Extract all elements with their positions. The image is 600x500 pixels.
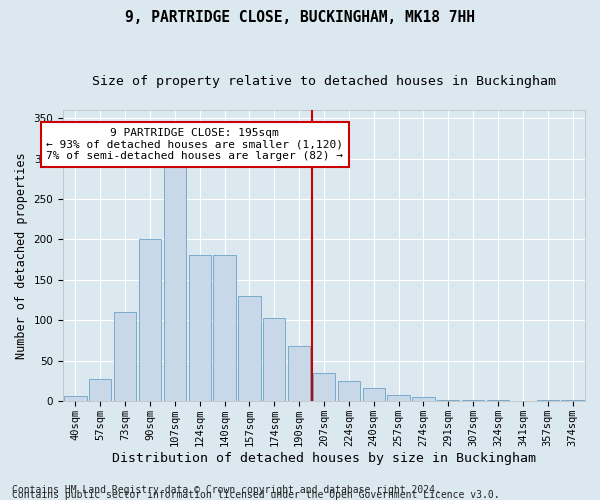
Bar [362,388,385,402]
Bar [64,396,86,402]
Text: Contains public sector information licensed under the Open Government Licence v3: Contains public sector information licen… [12,490,500,500]
Text: 9, PARTRIDGE CLOSE, BUCKINGHAM, MK18 7HH: 9, PARTRIDGE CLOSE, BUCKINGHAM, MK18 7HH [125,10,475,25]
Text: Contains HM Land Registry data © Crown copyright and database right 2024.: Contains HM Land Registry data © Crown c… [12,485,441,495]
Bar [313,373,335,402]
Bar [412,398,434,402]
Bar [388,395,410,402]
Bar [288,346,310,402]
Bar [188,255,211,402]
Bar [437,400,460,402]
Bar [89,378,112,402]
Bar [164,162,186,402]
X-axis label: Distribution of detached houses by size in Buckingham: Distribution of detached houses by size … [112,452,536,465]
Bar [536,400,559,402]
Bar [214,255,236,402]
Text: 9 PARTRIDGE CLOSE: 195sqm
← 93% of detached houses are smaller (1,120)
7% of sem: 9 PARTRIDGE CLOSE: 195sqm ← 93% of detac… [46,128,343,161]
Y-axis label: Number of detached properties: Number of detached properties [15,152,28,359]
Bar [139,240,161,402]
Bar [487,400,509,402]
Bar [338,381,360,402]
Bar [238,296,260,402]
Bar [114,312,136,402]
Bar [462,400,484,402]
Bar [263,318,286,402]
Bar [562,400,584,402]
Title: Size of property relative to detached houses in Buckingham: Size of property relative to detached ho… [92,75,556,88]
